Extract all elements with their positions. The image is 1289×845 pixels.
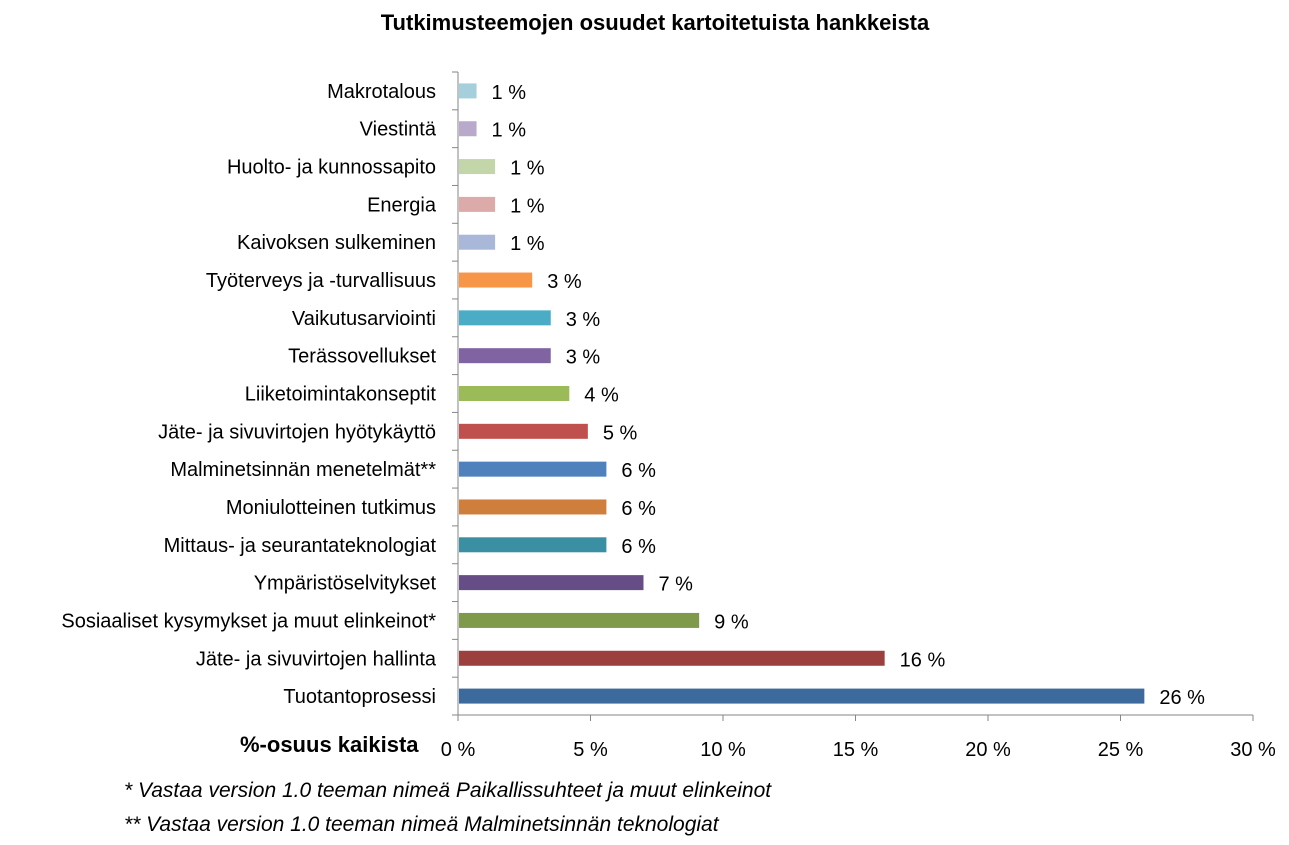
bar	[459, 423, 588, 439]
category-label: Energia	[367, 194, 437, 216]
data-label: 3 %	[566, 309, 601, 331]
bar	[459, 196, 496, 212]
category-label: Ympäristöselvitykset	[254, 573, 437, 595]
footnote-1: * Vastaa version 1.0 teeman nimeä Paikal…	[124, 779, 772, 802]
bar	[459, 83, 477, 99]
x-tick-label: 10 %	[700, 739, 746, 761]
bar	[459, 650, 885, 666]
bar	[459, 121, 477, 137]
category-label: Sosiaaliset kysymykset ja muut elinkeino…	[61, 610, 436, 632]
bar	[459, 461, 607, 477]
bar	[459, 612, 700, 628]
category-label: Liiketoimintakonseptit	[245, 384, 437, 406]
data-label: 1 %	[510, 195, 545, 217]
x-tick-label: 5 %	[573, 739, 608, 761]
category-label: Jäte- ja sivuvirtojen hallinta	[196, 648, 437, 670]
category-label: Työterveys ja -turvallisuus	[206, 270, 436, 292]
category-label: Kaivoksen sulkeminen	[237, 232, 436, 254]
chart-title: Tutkimusteemojen osuudet kartoitetuista …	[380, 10, 930, 35]
data-label: 7 %	[659, 574, 694, 596]
category-label: Tuotantoprosessi	[283, 686, 436, 708]
category-label: Malminetsinnän menetelmät**	[170, 459, 436, 481]
category-label: Huolto- ja kunnossapito	[227, 157, 436, 179]
bar	[459, 272, 533, 288]
bar	[459, 688, 1145, 704]
data-label: 6 %	[621, 536, 656, 558]
x-tick-label: 15 %	[833, 739, 879, 761]
data-label: 9 %	[714, 611, 749, 633]
bar	[459, 310, 551, 326]
data-label: 3 %	[566, 347, 601, 369]
bar	[459, 386, 570, 401]
data-label: 1 %	[492, 120, 527, 142]
category-label: Viestintä	[360, 119, 437, 141]
data-label: 1 %	[492, 82, 527, 104]
data-label: 3 %	[547, 271, 582, 293]
footnote-2: ** Vastaa version 1.0 teeman nimeä Malmi…	[124, 813, 719, 836]
bar	[459, 234, 496, 250]
bar	[459, 159, 496, 175]
x-tick-label: 0 %	[441, 739, 476, 761]
bar	[459, 575, 644, 591]
data-label: 16 %	[900, 649, 946, 671]
category-label: Mittaus- ja seurantateknologiat	[164, 535, 437, 557]
x-tick-label: 30 %	[1230, 739, 1276, 761]
bar	[459, 537, 607, 553]
category-label: Moniulotteinen tutkimus	[226, 497, 436, 519]
category-label: Jäte- ja sivuvirtojen hyötykäyttö	[158, 421, 436, 443]
data-label: 6 %	[621, 460, 656, 482]
data-label: 1 %	[510, 233, 545, 255]
data-label: 1 %	[510, 158, 545, 180]
data-label: 26 %	[1159, 687, 1205, 709]
x-tick-label: 25 %	[1098, 739, 1144, 761]
data-label: 5 %	[603, 422, 638, 444]
bar	[459, 348, 551, 364]
data-label: 6 %	[621, 498, 656, 520]
bar	[459, 499, 607, 515]
x-axis-label: %-osuus kaikista	[240, 732, 419, 757]
category-label: Makrotalous	[327, 81, 436, 103]
data-label: 4 %	[584, 385, 619, 407]
category-label: Vaikutusarviointi	[292, 308, 436, 330]
x-tick-label: 20 %	[965, 739, 1011, 761]
category-label: Terässovellukset	[288, 346, 436, 368]
